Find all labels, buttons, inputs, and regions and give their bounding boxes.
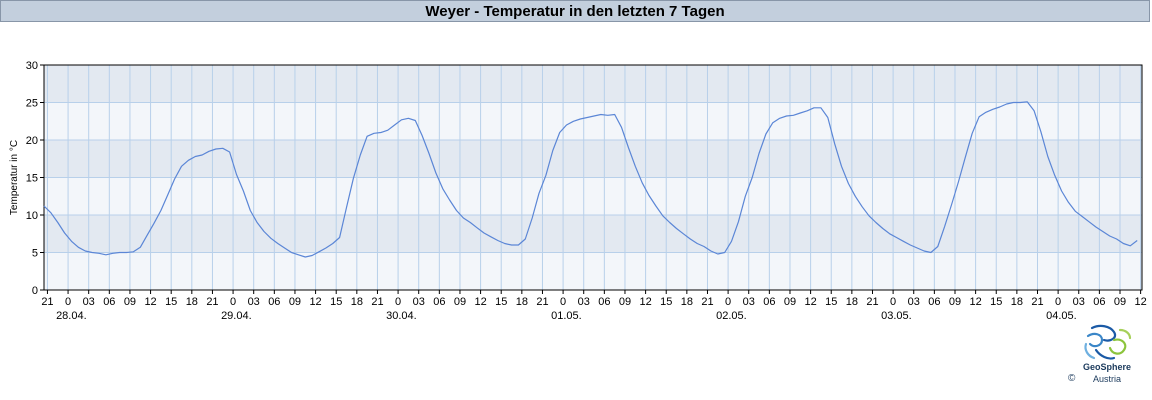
x-tick-label: 21 [371, 296, 383, 308]
x-tick-label: 12 [804, 296, 816, 308]
x-tick-label: 18 [681, 296, 693, 308]
x-tick-label: 21 [701, 296, 713, 308]
x-tick-label: 18 [186, 296, 198, 308]
x-tick-label: 06 [268, 296, 280, 308]
x-date-label: 01.05. [551, 310, 582, 322]
plot-band [44, 252, 1142, 290]
x-tick-label: 03 [1073, 296, 1085, 308]
x-tick-label: 12 [474, 296, 486, 308]
x-tick-label: 0 [65, 296, 71, 308]
x-tick-label: 09 [619, 296, 631, 308]
copyright-symbol: © [1068, 373, 1076, 384]
x-tick-label: 03 [248, 296, 260, 308]
x-tick-label: 21 [206, 296, 218, 308]
x-date-label: 02.05. [716, 310, 747, 322]
x-tick-label: 06 [103, 296, 115, 308]
x-tick-label: 21 [536, 296, 548, 308]
y-tick-label: 10 [26, 210, 38, 222]
x-tick-label: 06 [598, 296, 610, 308]
x-tick-label: 06 [433, 296, 445, 308]
logo-brand-text: GeoSphere [1082, 362, 1131, 372]
x-tick-label: 15 [165, 296, 177, 308]
x-tick-label: 06 [928, 296, 940, 308]
x-tick-label: 0 [1055, 296, 1061, 308]
x-tick-label: 21 [1031, 296, 1043, 308]
x-tick-label: 0 [230, 296, 236, 308]
x-date-label: 30.04. [386, 310, 417, 322]
x-date-label: 04.05. [1046, 310, 1077, 322]
x-tick-label: 18 [516, 296, 528, 308]
plot-band [44, 177, 1142, 215]
y-tick-label: 30 [26, 60, 38, 72]
x-tick-label: 15 [825, 296, 837, 308]
x-tick-label: 03 [413, 296, 425, 308]
y-axis-label: Temperatur in °C [9, 140, 20, 215]
x-tick-label: 06 [763, 296, 775, 308]
x-tick-label: 06 [1093, 296, 1105, 308]
y-tick-label: 25 [26, 98, 38, 110]
y-tick-label: 20 [26, 135, 38, 147]
x-tick-label: 09 [949, 296, 961, 308]
x-tick-label: 0 [725, 296, 731, 308]
y-tick-label: 0 [32, 285, 38, 297]
x-tick-label: 09 [289, 296, 301, 308]
plot-band [44, 215, 1142, 253]
x-tick-label: 0 [890, 296, 896, 308]
x-tick-label: 12 [969, 296, 981, 308]
x-tick-label: 09 [124, 296, 136, 308]
x-tick-label: 21 [41, 296, 53, 308]
x-tick-label: 18 [1011, 296, 1023, 308]
x-tick-label: 15 [330, 296, 342, 308]
chart-title: Weyer - Temperatur in den letzten 7 Tage… [425, 2, 725, 20]
plot-band [44, 102, 1142, 140]
x-tick-label: 12 [309, 296, 321, 308]
y-tick-label: 5 [32, 248, 38, 260]
x-tick-label: 0 [395, 296, 401, 308]
x-date-label: 03.05. [881, 310, 912, 322]
temperature-line [43, 101, 1138, 258]
y-tick-label: 15 [26, 173, 38, 185]
geosphere-swirl-icon [1084, 324, 1132, 360]
geosphere-logo: GeoSphere © Austria [1068, 322, 1152, 392]
plot-band [44, 140, 1142, 178]
x-tick-label: 15 [990, 296, 1002, 308]
x-tick-label: 03 [908, 296, 920, 308]
x-tick-label: 03 [743, 296, 755, 308]
x-tick-label: 18 [846, 296, 858, 308]
x-tick-label: 15 [660, 296, 672, 308]
x-tick-label: 03 [83, 296, 95, 308]
x-tick-label: 09 [1114, 296, 1126, 308]
logo-sub-text: Austria [1092, 374, 1121, 384]
x-date-label: 29.04. [221, 310, 252, 322]
x-tick-label: 12 [144, 296, 156, 308]
x-tick-label: 12 [639, 296, 651, 308]
x-tick-label: 09 [784, 296, 796, 308]
x-tick-label: 18 [351, 296, 363, 308]
x-tick-label: 21 [866, 296, 878, 308]
x-tick-label: 09 [454, 296, 466, 308]
plot-band [44, 65, 1142, 103]
x-tick-label: 0 [560, 296, 566, 308]
chart-title-bar: Weyer - Temperatur in den letzten 7 Tage… [0, 0, 1150, 22]
x-date-label: 28.04. [56, 310, 87, 322]
x-tick-label: 15 [495, 296, 507, 308]
x-tick-label: 03 [578, 296, 590, 308]
x-tick-label: 12 [1134, 296, 1146, 308]
